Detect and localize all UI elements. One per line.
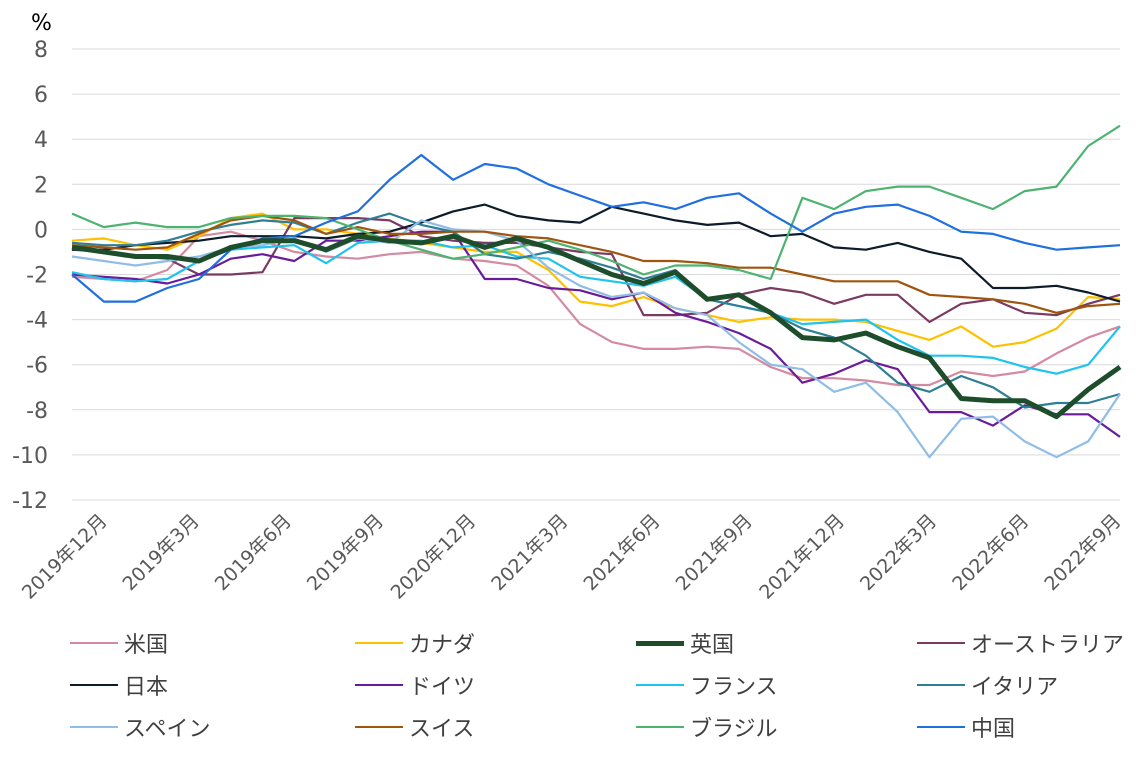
legend-label: スペイン <box>124 717 211 742</box>
legend-swatch <box>70 642 118 644</box>
legend-item: スペイン <box>70 712 210 742</box>
legend-label: フランス <box>690 675 778 700</box>
legend-item: フランス <box>636 670 778 700</box>
series-line <box>72 203 1121 303</box>
legend-label: 英国 <box>690 633 735 658</box>
x-tick-label: 2019年9月 <box>303 510 388 595</box>
series-line <box>71 217 1121 323</box>
legend-label: スイス <box>409 717 475 742</box>
y-tick-label: -6 <box>26 354 48 379</box>
legend-swatch <box>917 684 965 686</box>
legend-swatch <box>636 640 684 646</box>
legend-swatch <box>636 726 684 728</box>
legend-label: オーストラリア <box>971 633 1124 658</box>
legend-label: ドイツ <box>409 675 476 700</box>
y-tick-label: 2 <box>34 173 48 198</box>
legend-label: ブラジル <box>690 717 778 742</box>
legend-swatch <box>636 684 684 686</box>
legend-swatch <box>70 684 118 686</box>
x-tick-label: 2022年3月 <box>856 510 941 595</box>
y-tick-label: 0 <box>34 218 48 243</box>
legend-label: カナダ <box>409 633 476 658</box>
gridlines <box>72 48 1120 501</box>
legend-label: 日本 <box>124 675 169 700</box>
x-tick-label: 2019年3月 <box>119 510 204 595</box>
x-tick-label: 2021年12月 <box>755 510 849 604</box>
legend-item: 英国 <box>636 628 734 658</box>
x-tick-label: 2019年12月 <box>18 510 112 604</box>
y-tick-label: -8 <box>26 399 48 424</box>
legend-label: 米国 <box>124 633 169 658</box>
legend-label: イタリア <box>971 675 1059 700</box>
legend-swatch <box>917 642 965 644</box>
series-line <box>71 214 1121 314</box>
legend-swatch <box>355 726 403 728</box>
y-tick-label: -12 <box>12 489 48 514</box>
legend-item: オーストラリア <box>917 628 1124 658</box>
legend-item: 中国 <box>917 712 1015 742</box>
y-tick-label: -2 <box>26 264 48 289</box>
y-tick-label: 4 <box>34 128 48 153</box>
series-line <box>71 239 1121 375</box>
legend-swatch <box>917 726 965 728</box>
y-axis-ticks: 8 6 4 2 0 -2 -4 -6 -8 -10 -12 <box>12 38 48 514</box>
legend-item: カナダ <box>355 628 475 658</box>
y-tick-label: 8 <box>34 38 48 63</box>
series-line <box>71 233 1122 420</box>
legend-item: 日本 <box>70 670 168 700</box>
legend-swatch <box>70 726 118 728</box>
legend-item: ブラジル <box>636 712 778 742</box>
x-tick-label: 2021年9月 <box>672 510 757 595</box>
legend-swatch <box>355 684 403 686</box>
x-tick-label: 2022年9月 <box>1040 510 1125 595</box>
y-unit-label: % <box>31 11 52 36</box>
legend-label: 中国 <box>971 717 1016 742</box>
series-line <box>71 212 1121 409</box>
y-tick-label: -4 <box>26 309 48 334</box>
x-tick-label: 2021年3月 <box>487 510 572 595</box>
legend-item: イタリア <box>917 670 1058 700</box>
series-line <box>71 212 1121 348</box>
x-tick-label: 2020年12月 <box>387 510 481 604</box>
x-tick-label: 2021年6月 <box>579 510 664 595</box>
y-tick-label: 6 <box>34 83 48 108</box>
legend-item: ドイツ <box>355 670 475 700</box>
legend: 米国 カナダ 英国 オーストラリア日本 ドイツ フランス イタリアスペイン スイス ブラジル 中国 <box>70 628 1130 758</box>
series-lines <box>71 124 1122 459</box>
x-tick-label: 2019年6月 <box>211 510 296 595</box>
legend-item: スイス <box>355 712 474 742</box>
series-line <box>71 124 1121 281</box>
legend-item: 米国 <box>70 628 168 658</box>
legend-swatch <box>355 642 403 644</box>
x-tick-label: 2022年6月 <box>948 510 1033 595</box>
series-line <box>71 230 1121 438</box>
y-tick-label: -10 <box>12 444 48 469</box>
